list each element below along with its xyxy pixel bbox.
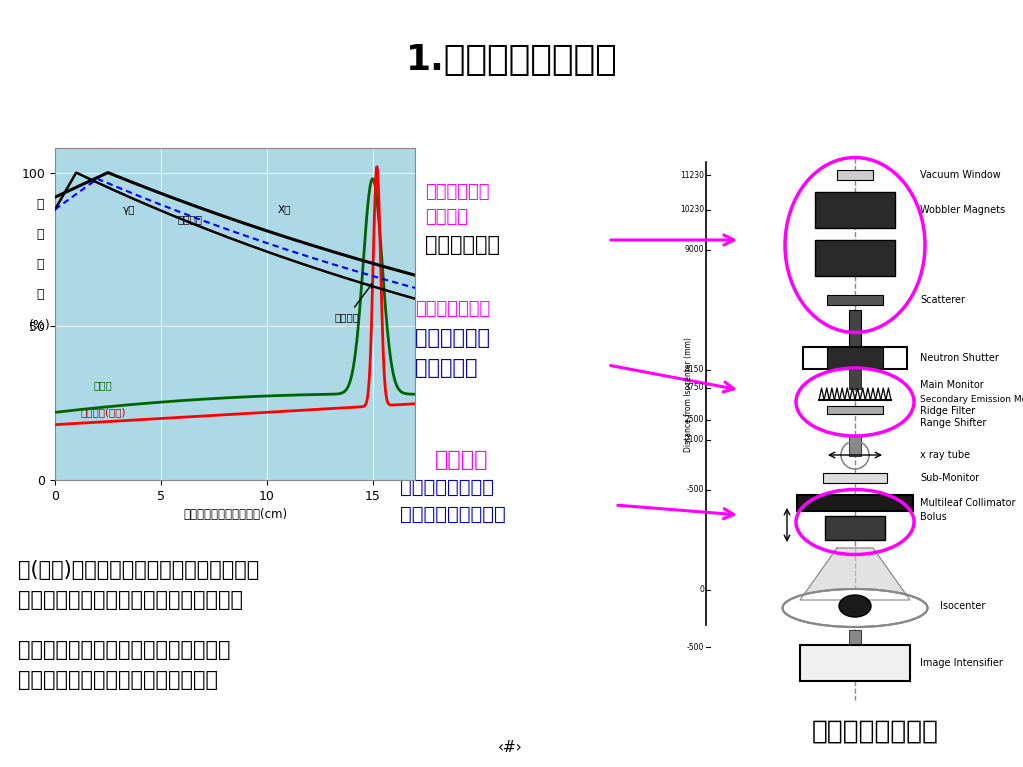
Bar — [803, 347, 907, 369]
Text: γ線: γ線 — [123, 205, 135, 215]
Text: 拡大ブラッグ: 拡大ブラッグ — [415, 328, 490, 348]
Text: 重粒子線照射装置: 重粒子線照射装置 — [811, 719, 938, 745]
Text: 3750: 3750 — [684, 384, 704, 393]
Text: 横方向に拡大: 横方向に拡大 — [425, 235, 500, 255]
Text: 相: 相 — [36, 199, 44, 212]
Text: リッジフィルタ: リッジフィルタ — [415, 300, 490, 318]
Polygon shape — [800, 548, 910, 600]
Text: ピーク形成: ピーク形成 — [415, 358, 478, 378]
Bar — [797, 495, 913, 511]
Bar — [822, 473, 887, 483]
Text: Ridge Filter: Ridge Filter — [920, 406, 975, 416]
Bar — [825, 516, 885, 540]
Bar — [837, 170, 873, 180]
Text: 線: 線 — [36, 258, 44, 272]
Text: ・(荷電)粒子線はブラッグピークと呼ばれ
　る飛程近傍に限局した線量分布を持つ: ・(荷電)粒子線はブラッグピークと呼ばれ る飛程近傍に限局した線量分布を持つ — [18, 560, 259, 610]
Bar — [815, 192, 895, 228]
Text: -500: -500 — [686, 643, 704, 651]
Text: Secondary Emission Monitor: Secondary Emission Monitor — [920, 394, 1023, 403]
Text: 9000: 9000 — [684, 245, 704, 255]
Text: 10230: 10230 — [680, 206, 704, 215]
Text: 陽子線: 陽子線 — [93, 380, 112, 390]
Bar — [827, 295, 883, 305]
Text: Neutron Shutter: Neutron Shutter — [920, 353, 998, 363]
Text: がん病巣: がん病巣 — [335, 284, 372, 322]
Text: Range Shifter: Range Shifter — [920, 418, 986, 428]
Text: 対: 対 — [36, 229, 44, 242]
Text: 1.粒子線治療の特徴: 1.粒子線治療の特徴 — [406, 43, 618, 77]
Text: ビーム停止位置を
がん形状に合わせる: ビーム停止位置を がん形状に合わせる — [400, 478, 505, 524]
Text: Scatterer: Scatterer — [920, 295, 965, 305]
Text: Multileaf Collimator: Multileaf Collimator — [920, 498, 1016, 508]
Text: 11230: 11230 — [680, 170, 704, 179]
Text: Main Monitor: Main Monitor — [920, 380, 984, 390]
Bar — [849, 630, 861, 650]
Text: 2100: 2100 — [684, 436, 704, 445]
Text: 量: 量 — [36, 288, 44, 301]
Text: 中性子線: 中性子線 — [178, 214, 203, 224]
Text: Isocenter: Isocenter — [940, 601, 985, 611]
Text: X線: X線 — [277, 205, 291, 215]
Text: ボーラス: ボーラス — [435, 450, 489, 470]
Text: ・病巣への線量集中性に優れる一方、
　照射には高い信頼性が要求される: ・病巣への線量集中性に優れる一方、 照射には高い信頼性が要求される — [18, 640, 230, 690]
Text: ‹#›: ‹#› — [497, 740, 523, 755]
Bar — [849, 310, 861, 348]
Bar — [827, 406, 883, 414]
Bar — [849, 436, 861, 456]
Text: Sub-Monitor: Sub-Monitor — [920, 473, 979, 483]
Text: (%): (%) — [29, 318, 51, 331]
Text: Image Intensifier: Image Intensifier — [920, 658, 1003, 668]
Text: ワブラ電磁石
と散乱体: ワブラ電磁石 と散乱体 — [425, 183, 489, 226]
Text: x ray tube: x ray tube — [920, 450, 970, 460]
Bar — [849, 369, 861, 389]
Text: 2500: 2500 — [684, 416, 704, 424]
Text: Distance from Isocenter (mm): Distance from Isocenter (mm) — [683, 337, 693, 453]
Ellipse shape — [839, 595, 871, 617]
Text: 重粒子線(炭素): 重粒子線(炭素) — [81, 407, 126, 417]
Bar — [800, 645, 910, 681]
Text: 0: 0 — [699, 585, 704, 594]
Text: Vacuum Window: Vacuum Window — [920, 170, 1000, 180]
Text: 4150: 4150 — [684, 366, 704, 374]
Ellipse shape — [783, 589, 928, 627]
Text: Wobbler Magnets: Wobbler Magnets — [920, 205, 1006, 215]
Bar — [827, 347, 883, 369]
Bar — [815, 240, 895, 276]
Text: Bolus: Bolus — [920, 512, 946, 522]
X-axis label: からだの表面からの深さ(cm): からだの表面からの深さ(cm) — [183, 509, 287, 522]
Text: -500: -500 — [686, 486, 704, 495]
